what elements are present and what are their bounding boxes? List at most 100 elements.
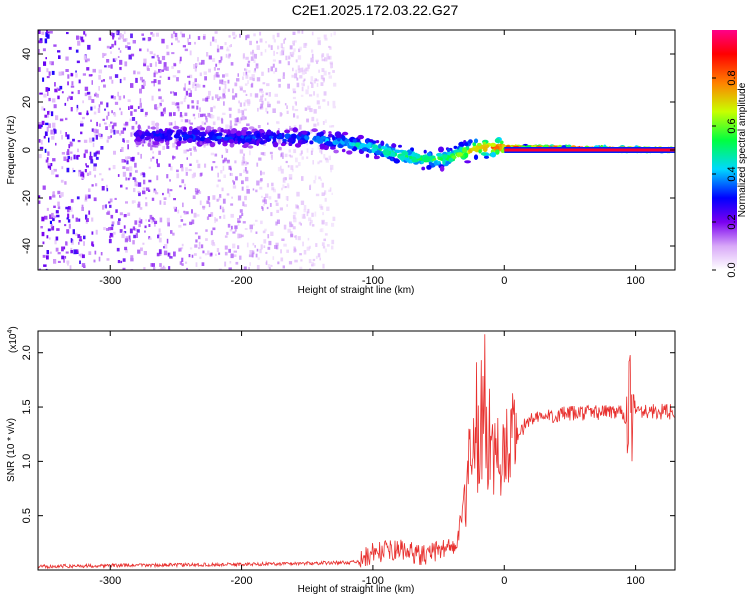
spectrogram-cell — [279, 112, 282, 117]
spectrogram-ridge-cell — [200, 127, 206, 131]
spectrogram-cell — [232, 88, 234, 94]
spectrogram-cell — [283, 224, 287, 230]
spectrogram-cell — [127, 144, 129, 150]
spectrogram-cell — [55, 236, 59, 241]
spectrogram-cell — [170, 230, 173, 234]
spectrogram-cell — [210, 107, 213, 112]
spectrogram-cell — [168, 266, 171, 270]
spectrogram-cell — [158, 237, 162, 243]
spectrogram-cell — [330, 65, 333, 69]
spectrogram-cell — [322, 220, 324, 225]
spectrogram-cell — [259, 38, 263, 43]
spectrogram-cell — [309, 268, 312, 270]
spectrogram-cell — [65, 117, 68, 121]
spectrogram-ridge-cell — [248, 126, 255, 130]
spectrogram-cell — [95, 156, 99, 160]
spectrogram-cell — [40, 124, 43, 128]
spectrogram-cell — [285, 55, 288, 61]
spectrogram-cell — [270, 264, 273, 267]
spectrogram-cell — [77, 40, 81, 46]
spectrogram-cell — [284, 186, 287, 189]
spectrogram-cell — [67, 97, 69, 102]
spectrogram-cell — [131, 125, 135, 130]
spectrogram-cell — [177, 70, 181, 74]
spectrogram-cell — [300, 200, 305, 205]
spectrogram-cell — [173, 92, 177, 96]
spectrogram-cell — [130, 157, 133, 162]
spectrogram-cell — [127, 177, 130, 181]
spectrogram-cell — [66, 134, 70, 140]
snr-scale-base: (x10 — [8, 333, 19, 353]
spectrogram-ridge-cell — [272, 136, 277, 143]
spectrogram-ridge-cell — [365, 153, 370, 158]
spectrogram-cell — [181, 33, 185, 38]
spectrogram-cell — [107, 65, 112, 68]
spectrogram-cell — [38, 124, 42, 129]
spectrogram-cell — [223, 101, 225, 106]
spectrogram-cell — [43, 108, 46, 111]
spectrogram-cell — [80, 131, 83, 135]
spectrogram-ylabel: Frequency (Hz) — [6, 116, 17, 185]
spectrogram-cell — [148, 138, 152, 143]
spectrogram-cell — [288, 154, 291, 157]
spectrogram-cell — [137, 152, 140, 155]
spectrogram-cell — [253, 223, 255, 226]
spectrogram-cell — [48, 137, 50, 143]
spectrogram-cell — [232, 231, 236, 234]
spectrogram-cell — [125, 187, 128, 190]
spectrogram-cell — [243, 158, 246, 162]
spectrogram-ridge-cell — [473, 138, 479, 144]
spectrogram-cell — [179, 112, 183, 117]
spectrogram-cell — [331, 222, 335, 227]
spectrogram-cell — [295, 59, 298, 63]
spectrogram-cell — [157, 80, 161, 85]
spectrogram-ridge-cell — [209, 141, 216, 148]
spectrogram-cell — [310, 76, 314, 81]
spectrogram-cell — [250, 229, 253, 233]
spectrogram-cell — [328, 75, 332, 79]
spectrogram-cell — [115, 31, 118, 35]
spectrogram-cell — [104, 122, 107, 125]
spectrogram-cell — [54, 82, 56, 87]
spectrogram-ridge-cell — [206, 125, 212, 131]
spectrogram-cell — [98, 256, 101, 262]
spectrogram-cell — [172, 91, 175, 94]
spectrogram-data — [38, 30, 675, 270]
spectrogram-cell — [42, 254, 46, 258]
spectrogram-cell — [226, 193, 230, 196]
spectrogram-cell — [172, 75, 177, 78]
spectrogram-cell — [124, 61, 128, 67]
spectrogram-cell — [87, 194, 91, 199]
spectrogram-ridge-cell — [490, 142, 497, 147]
spectrogram-cell — [179, 185, 182, 188]
spectrogram-cell — [195, 63, 198, 68]
spectrogram-cell — [105, 204, 107, 209]
spectrogram-cell — [268, 44, 271, 48]
spectrogram-cell — [191, 254, 194, 258]
spectrogram-cell — [187, 75, 190, 78]
spectrogram-cell — [41, 31, 45, 35]
spectrogram-cell — [147, 37, 151, 42]
spectrogram-cell — [298, 68, 301, 74]
spectrogram-cell — [324, 190, 327, 195]
spectrogram-cell — [106, 258, 110, 261]
spectrogram-cell — [47, 151, 50, 156]
spectrogram-cell — [101, 79, 103, 83]
spectrogram-cell — [97, 108, 101, 113]
spectrogram-ridge-cell — [472, 142, 477, 147]
spectrogram-cell — [197, 163, 201, 169]
spectrogram-cell — [276, 52, 279, 55]
spectrogram-cell — [215, 63, 218, 67]
spectrogram-cell — [179, 56, 182, 62]
spectrogram-cell — [182, 202, 184, 208]
spectrogram-cell — [195, 66, 197, 69]
spectrogram-cell — [98, 86, 100, 91]
spectrogram-cell — [45, 268, 48, 270]
spectrogram-cell — [54, 88, 58, 93]
spectrogram-cell — [185, 90, 188, 96]
spectrogram-cell — [66, 151, 70, 156]
spectrogram-cell — [109, 226, 114, 231]
spectrogram-cell — [263, 197, 266, 201]
